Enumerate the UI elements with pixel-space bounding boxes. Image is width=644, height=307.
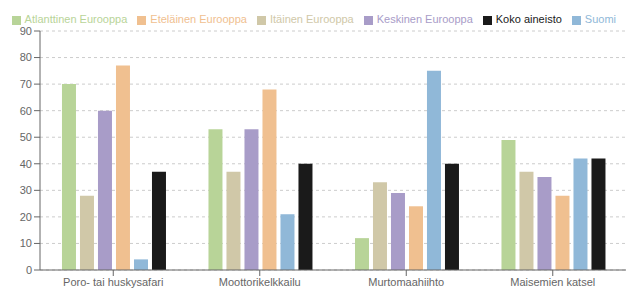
svg-text:90: 90 <box>20 25 32 37</box>
svg-text:30: 30 <box>20 184 32 196</box>
svg-text:50: 50 <box>20 131 32 143</box>
svg-text:Poro- tai huskysafari: Poro- tai huskysafari <box>63 276 163 288</box>
html-text:Itäinen Eurooppa: Itäinen Eurooppa <box>270 13 354 25</box>
svg-text:Moottorikelkkailu: Moottorikelkkailu <box>219 276 301 288</box>
svg-text:60: 60 <box>20 105 32 117</box>
html-text:Keskinen Eurooppa: Keskinen Eurooppa <box>376 13 473 25</box>
html-text:Atlanttinen Eurooppa: Atlanttinen Eurooppa <box>24 13 128 25</box>
svg-text:10: 10 <box>20 237 32 249</box>
html-text:Koko aineisto: Koko aineisto <box>495 13 562 25</box>
svg-text:80: 80 <box>20 51 32 63</box>
svg-text:20: 20 <box>20 211 32 223</box>
svg-text:70: 70 <box>20 78 32 90</box>
html-text:Suomi: Suomi <box>584 13 616 25</box>
svg-text:Maisemien katsel: Maisemien katsel <box>510 276 595 288</box>
html-text:Eteläinen Eurooppa: Eteläinen Eurooppa <box>150 13 247 25</box>
svg-text:Murtomaahiihto: Murtomaahiihto <box>368 276 444 288</box>
svg-text:0: 0 <box>26 264 32 276</box>
svg-text:40: 40 <box>20 158 32 170</box>
